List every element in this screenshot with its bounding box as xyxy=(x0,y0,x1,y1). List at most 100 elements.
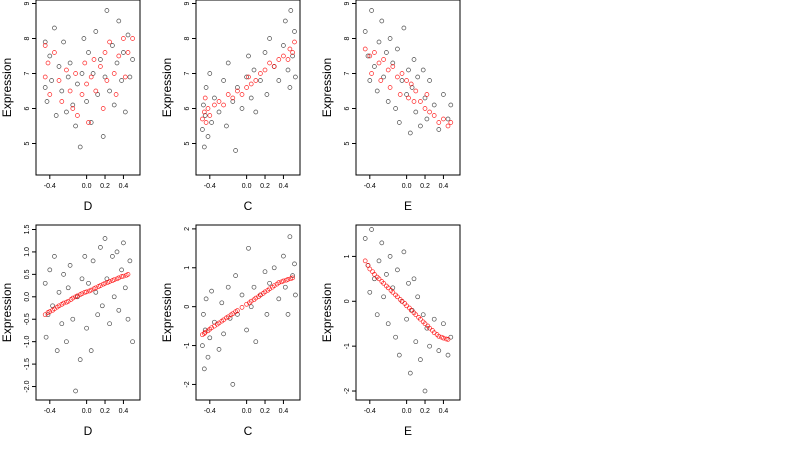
data-point-observed xyxy=(59,321,65,327)
data-point-observed xyxy=(88,348,94,353)
y-tick-label: 1.0 xyxy=(24,247,31,257)
data-point-fitted xyxy=(91,57,97,62)
x-axis-title: D xyxy=(84,424,93,438)
data-point-fitted xyxy=(212,102,217,108)
data-point-observed xyxy=(384,50,389,55)
y-tick-label: 5 xyxy=(344,141,351,145)
data-point-observed xyxy=(415,294,421,300)
x-tick-label: 0.0 xyxy=(402,408,412,415)
x-tick-label: 0.0 xyxy=(402,183,412,190)
series-observed xyxy=(42,8,135,150)
data-point-observed xyxy=(119,267,124,273)
x-tick-label: 0.0 xyxy=(242,408,252,415)
y-tick-label: -1 xyxy=(344,343,351,349)
y-tick-label: 0 xyxy=(184,305,191,309)
y-tick-label: -2 xyxy=(184,381,191,387)
data-point-observed xyxy=(387,36,393,41)
data-point-fitted xyxy=(443,336,449,342)
data-point-observed xyxy=(248,95,254,101)
data-point-observed xyxy=(401,25,407,31)
data-point-fitted xyxy=(427,109,432,115)
data-point-observed xyxy=(362,236,368,241)
x-tick-label: 0.2 xyxy=(420,183,430,190)
y-tick-label: 7 xyxy=(184,71,191,75)
data-point-fitted xyxy=(130,36,135,41)
data-point-fitted xyxy=(262,67,268,73)
data-point-observed xyxy=(248,304,254,310)
data-point-observed xyxy=(70,316,76,322)
data-point-fitted xyxy=(271,64,277,69)
y-tick-label: 1.5 xyxy=(24,225,31,235)
data-point-observed xyxy=(258,78,263,83)
data-point-observed xyxy=(287,234,293,240)
data-point-fitted xyxy=(202,329,208,335)
data-point-fitted xyxy=(203,120,209,125)
data-point-observed xyxy=(233,273,238,278)
data-point-observed xyxy=(67,60,73,66)
data-point-observed xyxy=(100,134,106,139)
series-fitted xyxy=(42,36,135,125)
data-point-observed xyxy=(399,78,405,83)
data-point-observed xyxy=(420,312,426,318)
data-point-observed xyxy=(122,285,128,291)
data-point-observed xyxy=(230,382,236,387)
data-point-fitted xyxy=(387,85,393,90)
data-point-observed xyxy=(95,312,101,318)
x-axis-title: E xyxy=(404,424,412,438)
data-point-observed xyxy=(448,102,454,108)
data-point-fitted xyxy=(111,71,117,76)
x-axis-title: C xyxy=(244,199,253,213)
data-point-fitted xyxy=(408,307,414,313)
data-point-fitted xyxy=(385,67,391,73)
data-point-observed xyxy=(293,74,298,80)
data-point-observed xyxy=(411,57,417,62)
series-fitted xyxy=(362,46,454,129)
data-point-observed xyxy=(369,227,374,232)
data-point-observed xyxy=(207,335,213,341)
data-point-observed xyxy=(121,50,126,55)
data-point-observed xyxy=(396,352,402,358)
data-point-fitted xyxy=(248,298,254,304)
data-point-observed xyxy=(59,88,65,94)
data-point-fitted xyxy=(372,50,377,55)
data-point-observed xyxy=(65,285,71,291)
data-point-observed xyxy=(244,327,249,333)
data-point-observed xyxy=(418,123,423,129)
data-point-observed xyxy=(79,276,85,282)
data-point-observed xyxy=(390,60,396,66)
data-point-fitted xyxy=(258,71,263,76)
data-point-observed xyxy=(246,245,251,251)
data-point-fitted xyxy=(111,277,117,283)
data-point-observed xyxy=(77,357,83,362)
y-tick-label: 8 xyxy=(184,36,191,40)
x-tick-label: -0.4 xyxy=(44,183,56,190)
x-tick-label: 0.4 xyxy=(439,183,449,190)
panel-top-middle: -0.4 0.0 0.2 0.4 5 6 7 8 9 C Expression xyxy=(160,0,301,213)
data-point-observed xyxy=(441,321,446,327)
data-point-fitted xyxy=(47,309,53,314)
data-point-observed xyxy=(99,303,105,309)
data-point-fitted xyxy=(42,43,48,48)
data-point-observed xyxy=(200,343,205,348)
data-point-fitted xyxy=(422,321,428,327)
data-point-observed xyxy=(90,71,96,76)
y-tick-label: 6 xyxy=(24,106,31,110)
data-point-fitted xyxy=(84,289,89,295)
data-point-observed xyxy=(84,325,89,331)
data-point-observed xyxy=(205,354,211,360)
data-point-observed xyxy=(54,348,60,353)
data-point-observed xyxy=(262,269,268,275)
data-point-fitted xyxy=(448,120,454,125)
data-point-observed xyxy=(43,334,49,340)
data-point-fitted xyxy=(102,50,108,55)
data-point-observed xyxy=(107,88,112,94)
data-point-fitted xyxy=(253,78,259,83)
data-point-fitted xyxy=(281,278,286,284)
data-point-observed xyxy=(262,50,268,55)
data-point-observed xyxy=(282,284,288,290)
data-point-fitted xyxy=(104,78,110,83)
data-point-fitted xyxy=(246,74,251,80)
data-point-fitted xyxy=(88,287,94,293)
x-tick-label: 0.4 xyxy=(439,408,449,415)
x-tick-label: 0.4 xyxy=(119,183,129,190)
